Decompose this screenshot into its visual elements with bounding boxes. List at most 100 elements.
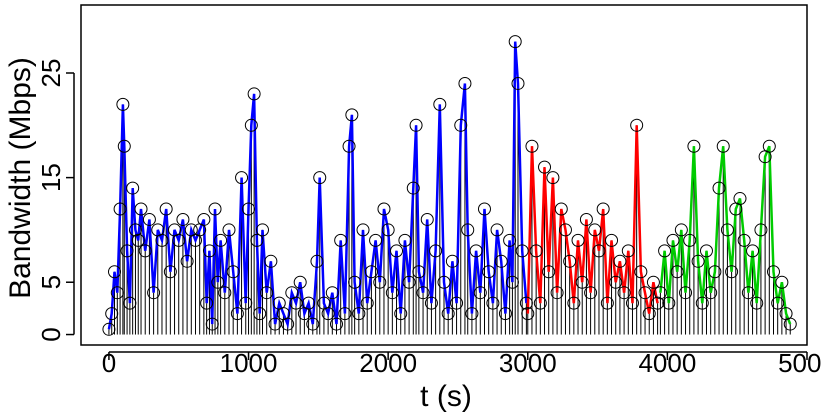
data-point: [253, 307, 267, 321]
data-point: [364, 265, 378, 279]
data-point: [609, 275, 623, 289]
data-point: [695, 296, 709, 310]
x-tick-label: 2000: [359, 348, 417, 378]
data-point: [625, 296, 639, 310]
data-point: [268, 317, 282, 331]
data-point: [563, 254, 577, 268]
data-point: [579, 212, 593, 226]
data-point: [306, 317, 320, 331]
data-point: [264, 254, 278, 268]
data-point: [394, 307, 408, 321]
data-point: [329, 317, 343, 331]
data-point: [670, 265, 684, 279]
data-point: [142, 212, 156, 226]
data-point: [651, 296, 665, 310]
data-point: [163, 265, 177, 279]
data-point: [630, 118, 644, 132]
data-point: [486, 296, 500, 310]
data-point: [783, 317, 797, 331]
data-point: [515, 244, 529, 258]
plot-frame: [80, 4, 808, 346]
data-point: [348, 275, 362, 289]
x-axis-title: t (s): [420, 380, 472, 413]
data-point: [205, 317, 219, 331]
x-tick-label: 4000: [638, 348, 696, 378]
data-point: [406, 181, 420, 195]
data-point: [377, 202, 391, 216]
data-point: [398, 233, 412, 247]
data-point: [596, 202, 610, 216]
data-point: [120, 244, 134, 258]
data-point: [571, 233, 585, 247]
data-point: [310, 254, 324, 268]
data-point: [420, 212, 434, 226]
x-tick-label: 1000: [220, 348, 278, 378]
data-point: [533, 296, 547, 310]
data-point: [554, 202, 568, 216]
data-point: [642, 307, 656, 321]
data-point: [741, 286, 755, 300]
data-point: [390, 244, 404, 258]
data-point: [679, 286, 693, 300]
data-point: [674, 223, 688, 237]
data-point: [239, 296, 253, 310]
data-point: [126, 181, 140, 195]
data-point: [147, 286, 161, 300]
data-point: [600, 296, 614, 310]
data-point: [172, 233, 186, 247]
data-point: [445, 254, 459, 268]
series-line: [526, 125, 659, 314]
data-point: [469, 244, 483, 258]
data-point: [247, 87, 261, 101]
data-point: [128, 223, 142, 237]
data-point: [521, 307, 535, 321]
data-point: [437, 275, 451, 289]
data-point: [638, 286, 652, 300]
data-point: [482, 265, 496, 279]
data-point: [433, 97, 447, 111]
data-point: [242, 202, 256, 216]
data-point: [352, 307, 366, 321]
data-point: [704, 286, 718, 300]
data-point: [360, 296, 374, 310]
data-point: [211, 275, 225, 289]
data-point: [345, 108, 359, 122]
data-point: [200, 296, 214, 310]
y-tick-label: 25: [36, 59, 66, 88]
data-point: [712, 181, 726, 195]
data-point: [102, 322, 116, 336]
data-point: [230, 307, 244, 321]
data-point: [454, 118, 468, 132]
data-point: [105, 307, 119, 321]
data-point: [477, 202, 491, 216]
data-point: [244, 118, 258, 132]
data-point: [334, 233, 348, 247]
data-point: [416, 286, 430, 300]
data-point: [498, 307, 512, 321]
data-point: [461, 223, 475, 237]
data-point: [458, 76, 472, 90]
data-point: [429, 244, 443, 258]
data-point: [402, 275, 416, 289]
data-point: [450, 296, 464, 310]
data-point: [558, 223, 572, 237]
data-point: [289, 296, 303, 310]
data-point: [197, 212, 211, 226]
data-point: [202, 244, 216, 258]
data-point: [733, 192, 747, 206]
data-point: [381, 223, 395, 237]
data-point: [465, 307, 479, 321]
data-point: [683, 233, 697, 247]
data-point: [658, 244, 672, 258]
data-point: [108, 265, 122, 279]
data-point: [494, 254, 508, 268]
data-point: [293, 275, 307, 289]
data-point: [708, 265, 722, 279]
data-point: [222, 223, 236, 237]
data-point: [592, 244, 606, 258]
data-point: [385, 286, 399, 300]
data-point: [575, 275, 589, 289]
data-point: [110, 286, 124, 300]
